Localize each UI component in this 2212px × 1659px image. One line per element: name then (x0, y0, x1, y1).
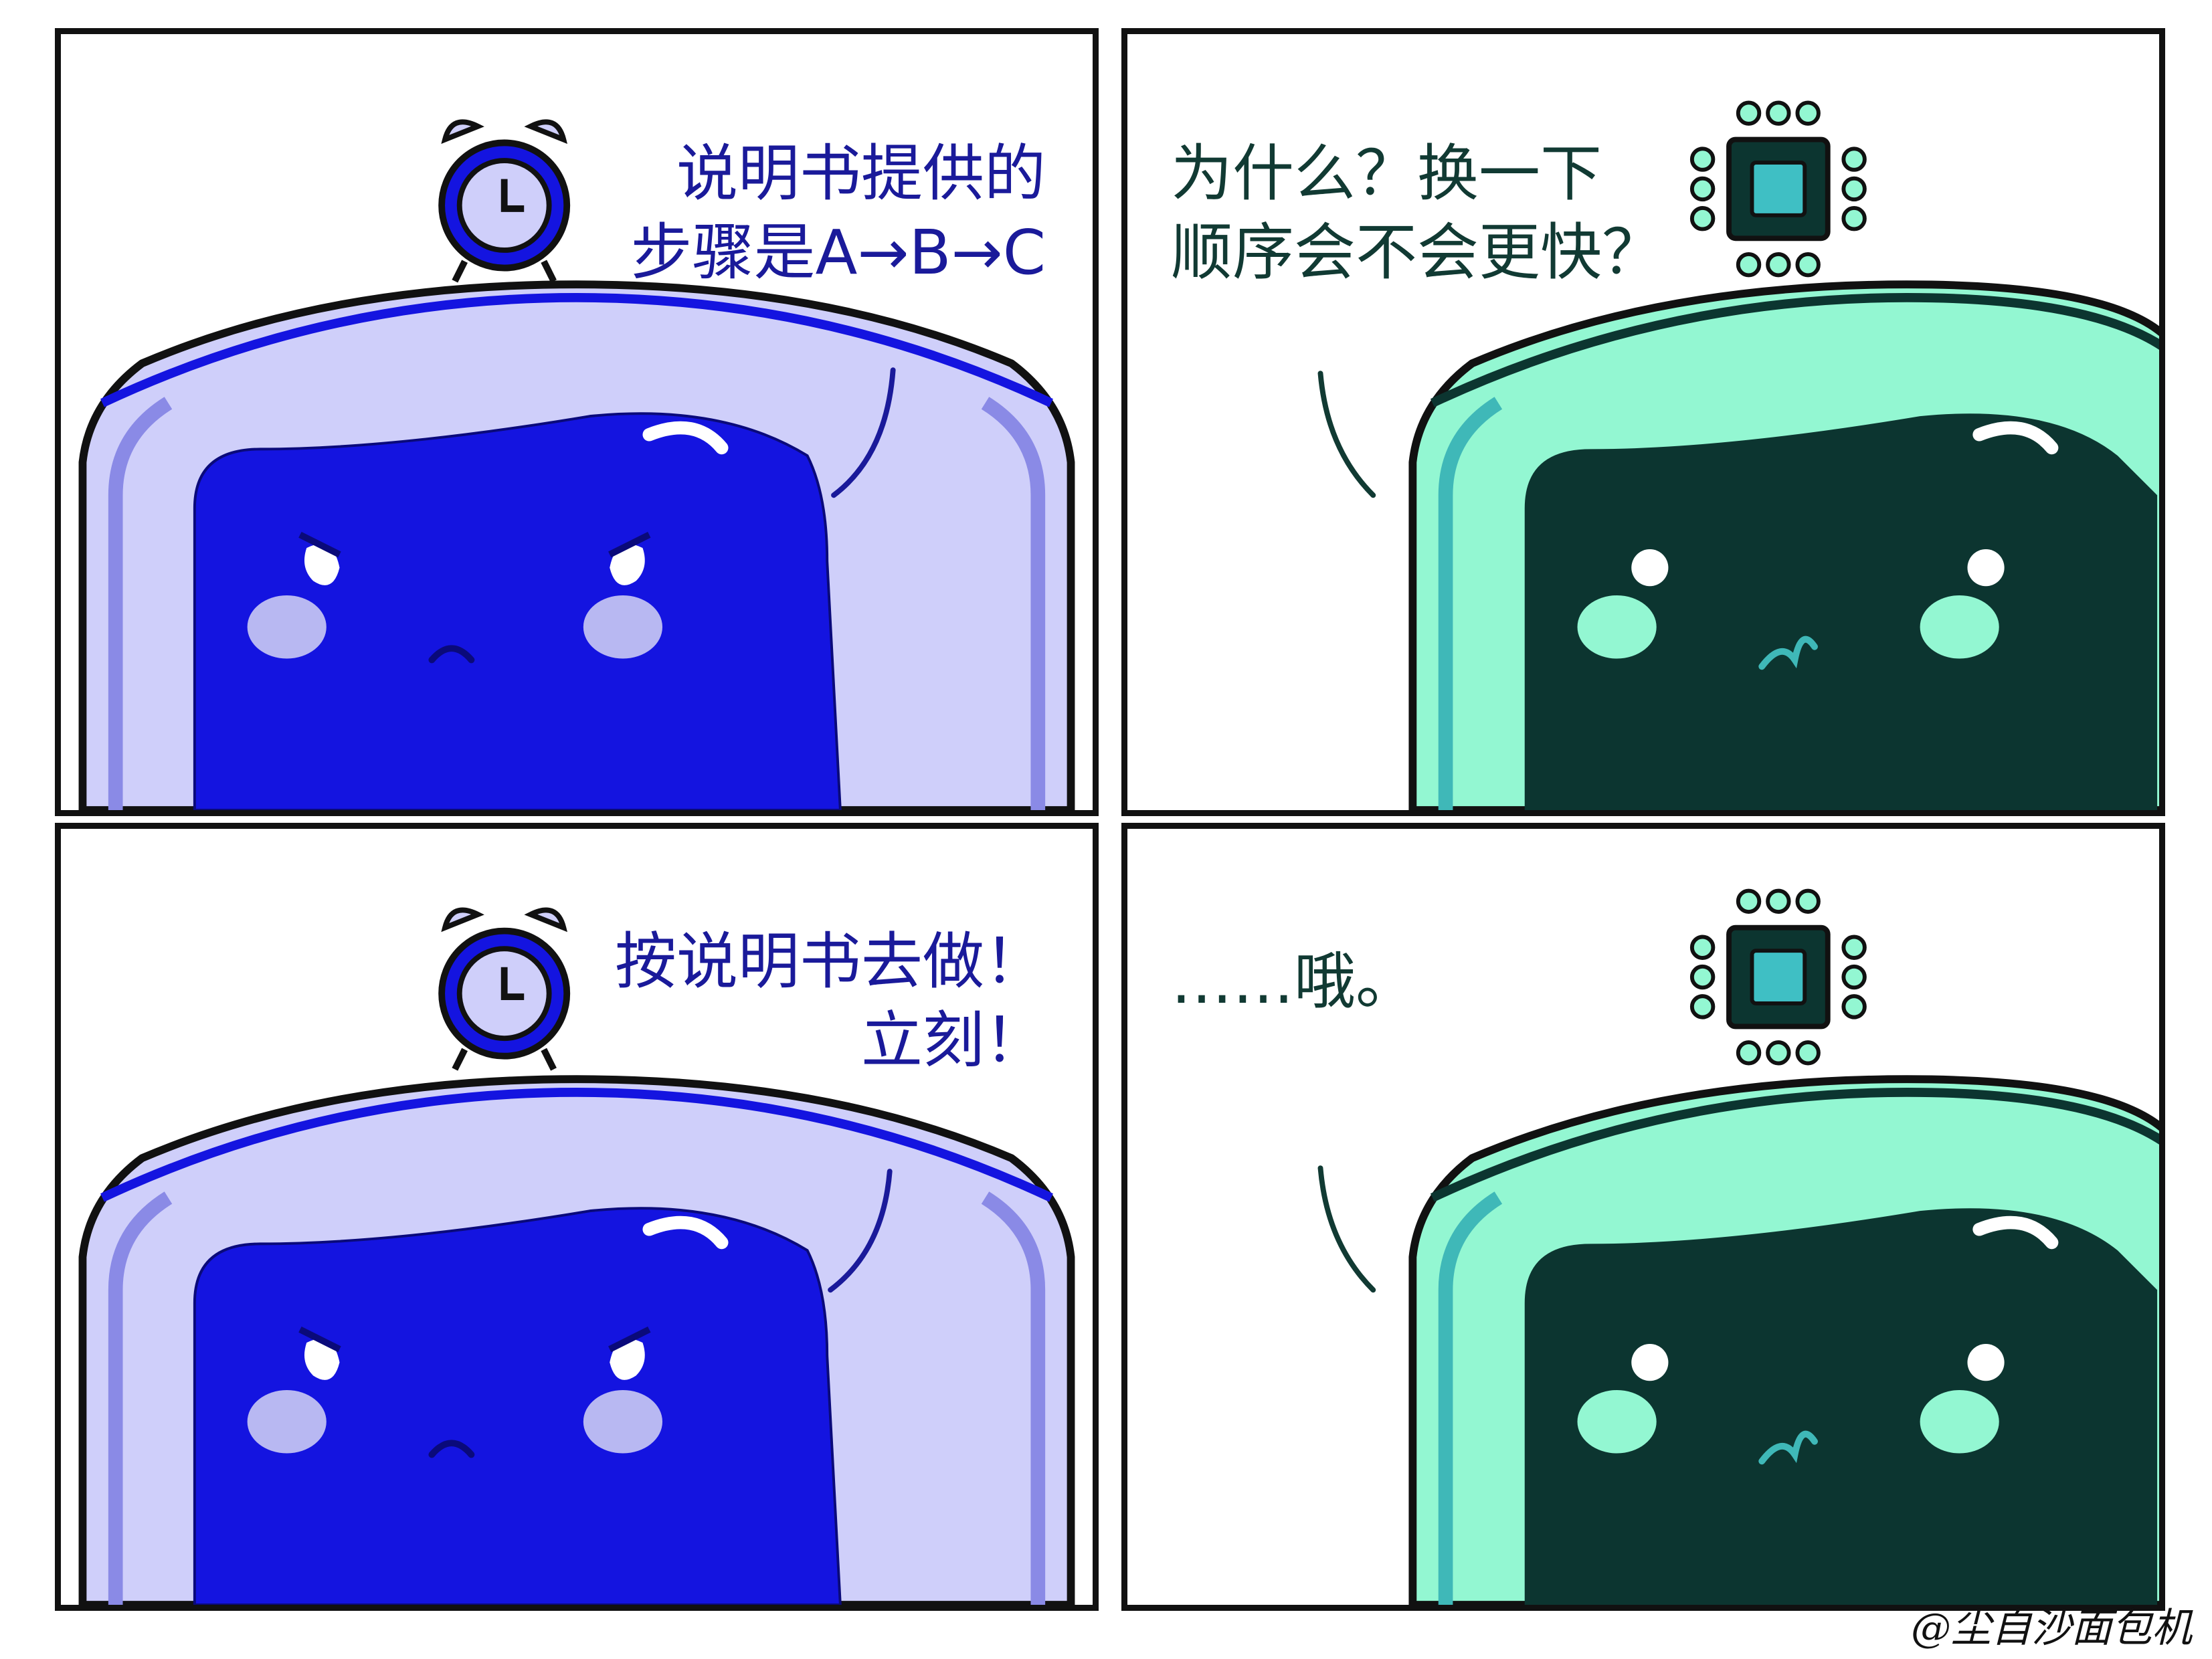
speech-tail (1320, 373, 1373, 495)
speech-tail (1320, 1168, 1373, 1290)
speech-text: ……哦。 (1171, 943, 1417, 1021)
comic-panel-4: ……哦。 (1121, 823, 2165, 1611)
green-toast (1412, 1079, 2159, 1605)
speech-text: 按说明书去做！ 立刻！ (615, 922, 1046, 1080)
comic-panel-3: 按说明书去做！ 立刻！ (55, 823, 1099, 1611)
blue-toast (82, 284, 1071, 810)
green-toast (1412, 284, 2159, 810)
cpu-chip-icon (1692, 102, 1865, 275)
speech-text: 说明书提供的 步骤是A→B→C (631, 134, 1046, 292)
alarm-clock-icon (442, 910, 567, 1069)
cpu-chip-icon (1692, 891, 1865, 1064)
blue-toast (82, 1079, 1071, 1605)
author-credit: @尘自沙面包机 (1911, 1595, 2192, 1654)
comic-panel-2: 为什么？换一下 顺序会不会更快？ (1121, 28, 2165, 816)
speech-text: 为什么？换一下 顺序会不会更快？ (1171, 134, 1663, 292)
alarm-clock-icon (442, 122, 567, 281)
comic-panel-1: 说明书提供的 步骤是A→B→C (55, 28, 1099, 816)
